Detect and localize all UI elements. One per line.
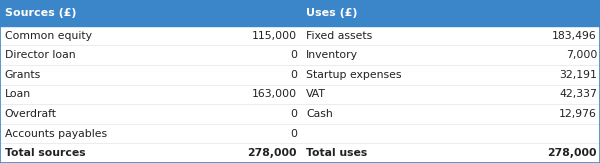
Text: Sources (£): Sources (£) bbox=[5, 8, 76, 18]
Text: Total uses: Total uses bbox=[306, 148, 367, 158]
Text: Fixed assets: Fixed assets bbox=[306, 30, 372, 41]
Text: 183,496: 183,496 bbox=[552, 30, 597, 41]
Text: 115,000: 115,000 bbox=[252, 30, 297, 41]
Text: Overdraft: Overdraft bbox=[5, 109, 57, 119]
Text: Cash: Cash bbox=[306, 109, 333, 119]
Text: 12,976: 12,976 bbox=[559, 109, 597, 119]
Text: Uses (£): Uses (£) bbox=[306, 8, 358, 18]
Text: Startup expenses: Startup expenses bbox=[306, 70, 401, 80]
Text: 42,337: 42,337 bbox=[559, 89, 597, 99]
Text: 163,000: 163,000 bbox=[252, 89, 297, 99]
Text: 0: 0 bbox=[290, 70, 297, 80]
Text: Director loan: Director loan bbox=[5, 50, 76, 60]
Text: Loan: Loan bbox=[5, 89, 31, 99]
Text: 32,191: 32,191 bbox=[559, 70, 597, 80]
Text: Accounts payables: Accounts payables bbox=[5, 129, 107, 139]
Text: 0: 0 bbox=[290, 50, 297, 60]
Text: 7,000: 7,000 bbox=[566, 50, 597, 60]
Text: VAT: VAT bbox=[306, 89, 326, 99]
Text: 278,000: 278,000 bbox=[548, 148, 597, 158]
Text: Total sources: Total sources bbox=[5, 148, 85, 158]
Text: 0: 0 bbox=[290, 129, 297, 139]
Text: Common equity: Common equity bbox=[5, 30, 92, 41]
Text: 278,000: 278,000 bbox=[248, 148, 297, 158]
Text: Grants: Grants bbox=[5, 70, 41, 80]
Text: 0: 0 bbox=[290, 109, 297, 119]
FancyBboxPatch shape bbox=[0, 0, 600, 26]
Text: Inventory: Inventory bbox=[306, 50, 358, 60]
